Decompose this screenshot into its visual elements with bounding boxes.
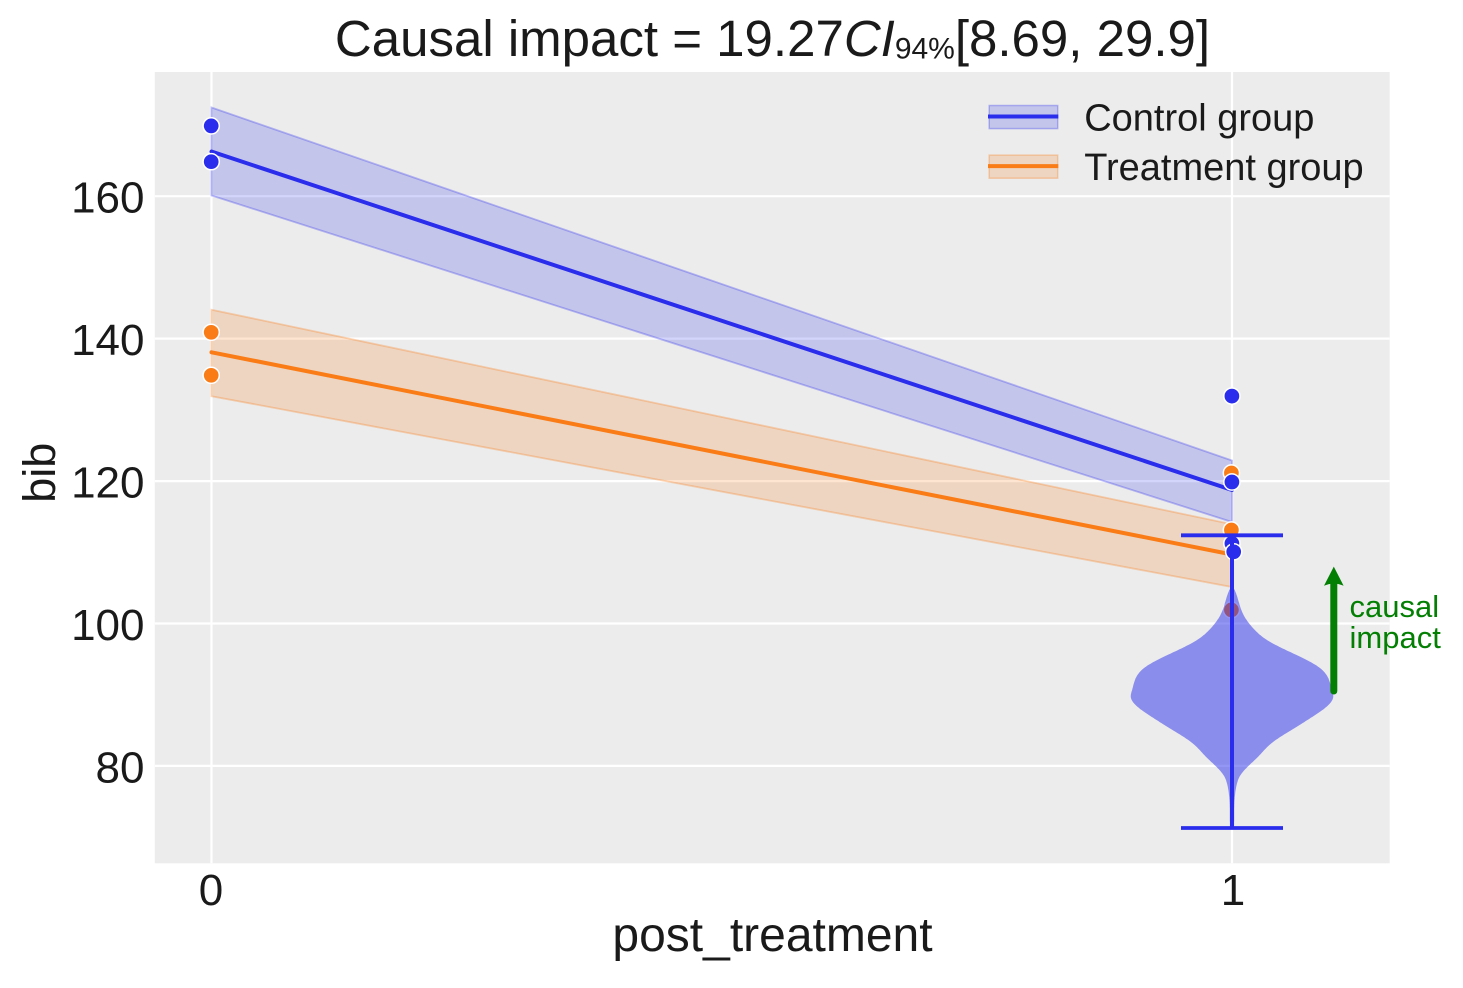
- svg-text:bib: bib: [14, 443, 65, 503]
- svg-text:100: 100: [71, 601, 144, 650]
- svg-text:80: 80: [96, 743, 145, 792]
- svg-text:Control group: Control group: [1084, 98, 1314, 140]
- svg-text:0: 0: [199, 866, 223, 915]
- svg-text:1: 1: [1221, 866, 1245, 915]
- svg-text:Treatment group: Treatment group: [1084, 147, 1364, 189]
- svg-text:120: 120: [71, 458, 144, 507]
- svg-text:Causal impact = 19.27CI94%[8.6: Causal impact = 19.27CI94%[8.69, 29.9]: [335, 10, 1210, 67]
- svg-text:140: 140: [71, 316, 144, 365]
- svg-text:160: 160: [71, 174, 144, 223]
- svg-text:post_treatment: post_treatment: [612, 909, 932, 962]
- svg-text:impact: impact: [1350, 620, 1442, 655]
- svg-text:causal: causal: [1350, 589, 1440, 624]
